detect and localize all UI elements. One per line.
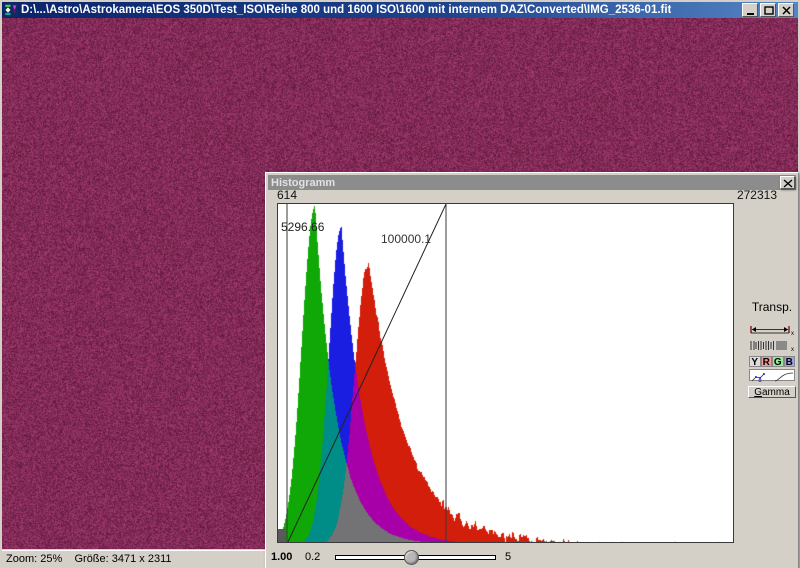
svg-text:x: x	[791, 331, 794, 336]
svg-text:x: x	[791, 347, 794, 352]
svg-text:5296.66: 5296.66	[281, 220, 325, 234]
svg-text:100000.1: 100000.1	[381, 232, 431, 246]
